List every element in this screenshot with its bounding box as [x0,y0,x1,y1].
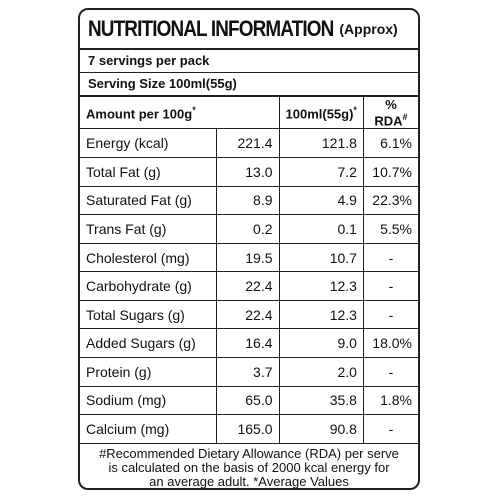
value-cell: 121.8 [278,128,364,158]
value-cell: 90.8 [278,414,364,444]
value-cell: 0.1 [278,214,364,244]
value-cell: 0.2 [215,214,280,244]
value-cell: 16.4 [215,328,280,359]
value-cell: 6.1% [362,128,418,158]
value-cell: 13.0 [215,156,280,187]
header-cell: Amount per 100g* [80,95,280,130]
header-cell: % RDA# [362,95,418,130]
row: Total Sugars (g) 22.4 12.3- [80,299,418,330]
value-cell: 22.4 [215,299,280,330]
value-cell: - [362,357,418,387]
value-cell: 10.7 [278,242,364,273]
title-bar: NUTRITIONAL INFORMATION (Approx) [80,10,418,50]
row: Carbohydrate (g) 22.4 12.3- [80,271,418,301]
row: Energy (kcal) 221.4 121.8 6.1% [80,128,418,158]
nutrient-name: Saturated Fat (g) [80,185,217,216]
title-note: (Approx) [339,21,398,37]
row: Protein (g) 3.7 2.0- [80,357,418,387]
value-cell: 5.5% [362,214,418,244]
value-cell: - [362,414,418,444]
header-row: Amount per 100g* 100ml(55g)*% RDA# [80,95,418,130]
value-cell: 165.0 [215,414,280,444]
value-cell: 3.7 [215,357,280,387]
serving-size: Serving Size 100ml(55g) [80,73,418,96]
header-text: Amount per 100g [86,105,193,121]
header-mark: * [192,104,196,115]
nutrient-name: Carbohydrate (g) [80,271,217,301]
row: Calcium (mg) 165.0 90.8- [80,414,418,444]
value-cell: 65.0 [215,385,280,416]
value-cell: - [362,242,418,273]
value-cell: - [362,299,418,330]
header-mark: * [353,104,357,115]
header-text: % RDA [374,97,403,129]
row: Total Fat (g) 13.0 7.2 10.7% [80,156,418,187]
nutrient-name: Trans Fat (g) [80,214,217,244]
value-cell: 35.8 [278,385,364,416]
nutrient-name: Calcium (mg) [80,414,217,444]
title: NUTRITIONAL INFORMATION [88,16,334,41]
footer-line: is calculated on the basis of 2000 kcal … [108,459,390,475]
row: Trans Fat (g) 0.2 0.1 5.5% [80,214,418,244]
row: Cholesterol (mg) 19.5 10.7- [80,242,418,273]
nutrient-name: Sodium (mg) [80,385,217,416]
header-cell: 100ml(55g)* [278,95,364,130]
nutrient-name: Protein (g) [80,357,217,387]
table-body: Energy (kcal) 221.4 121.8 6.1% Total Fat (g)… [80,128,418,444]
value-cell: 10.7% [362,156,418,187]
value-cell: 8.9 [215,185,280,216]
header-mark: # [402,112,408,122]
value-cell: - [362,271,418,301]
nutrient-name: Total Sugars (g) [80,299,217,330]
footer-line: an average adult. *Average Values [149,473,349,489]
nutrient-name: Added Sugars (g) [80,328,217,359]
value-cell: 221.4 [215,128,280,158]
value-cell: 1.8% [362,385,418,416]
value-cell: 9.0 [278,328,364,359]
value-cell: 22.4 [215,271,280,301]
servings: 7 servings per pack [80,50,418,73]
value-cell: 4.9 [278,185,364,216]
value-cell: 12.3 [278,299,364,330]
value-cell: 19.5 [215,242,280,273]
value-cell: 12.3 [278,271,364,301]
footer-line: #Recommended Dietary Allowance (RDA) per… [99,445,399,461]
value-cell: 7.2 [278,156,364,187]
row: Added Sugars (g) 16.4 9.0 18.0% [80,328,418,359]
nutrition-table: Amount per 100g* 100ml(55g)*% RDA# Energy… [80,95,418,444]
nutrition-label: NUTRITIONAL INFORMATION (Approx) 7 servi… [78,8,420,490]
value-cell: 18.0% [362,328,418,359]
row: Sodium (mg) 65.0 35.8 1.8% [80,385,418,416]
nutrient-name: Total Fat (g) [80,156,217,187]
nutrient-name: Cholesterol (mg) [80,242,217,273]
nutrient-name: Energy (kcal) [80,128,217,158]
value-cell: 2.0 [278,357,364,387]
value-cell: 22.3% [362,185,418,216]
footer: #Recommended Dietary Allowance (RDA) per… [80,444,418,489]
header-text: 100ml(55g) [285,105,354,121]
row: Saturated Fat (g) 8.9 4.9 22.3% [80,185,418,216]
